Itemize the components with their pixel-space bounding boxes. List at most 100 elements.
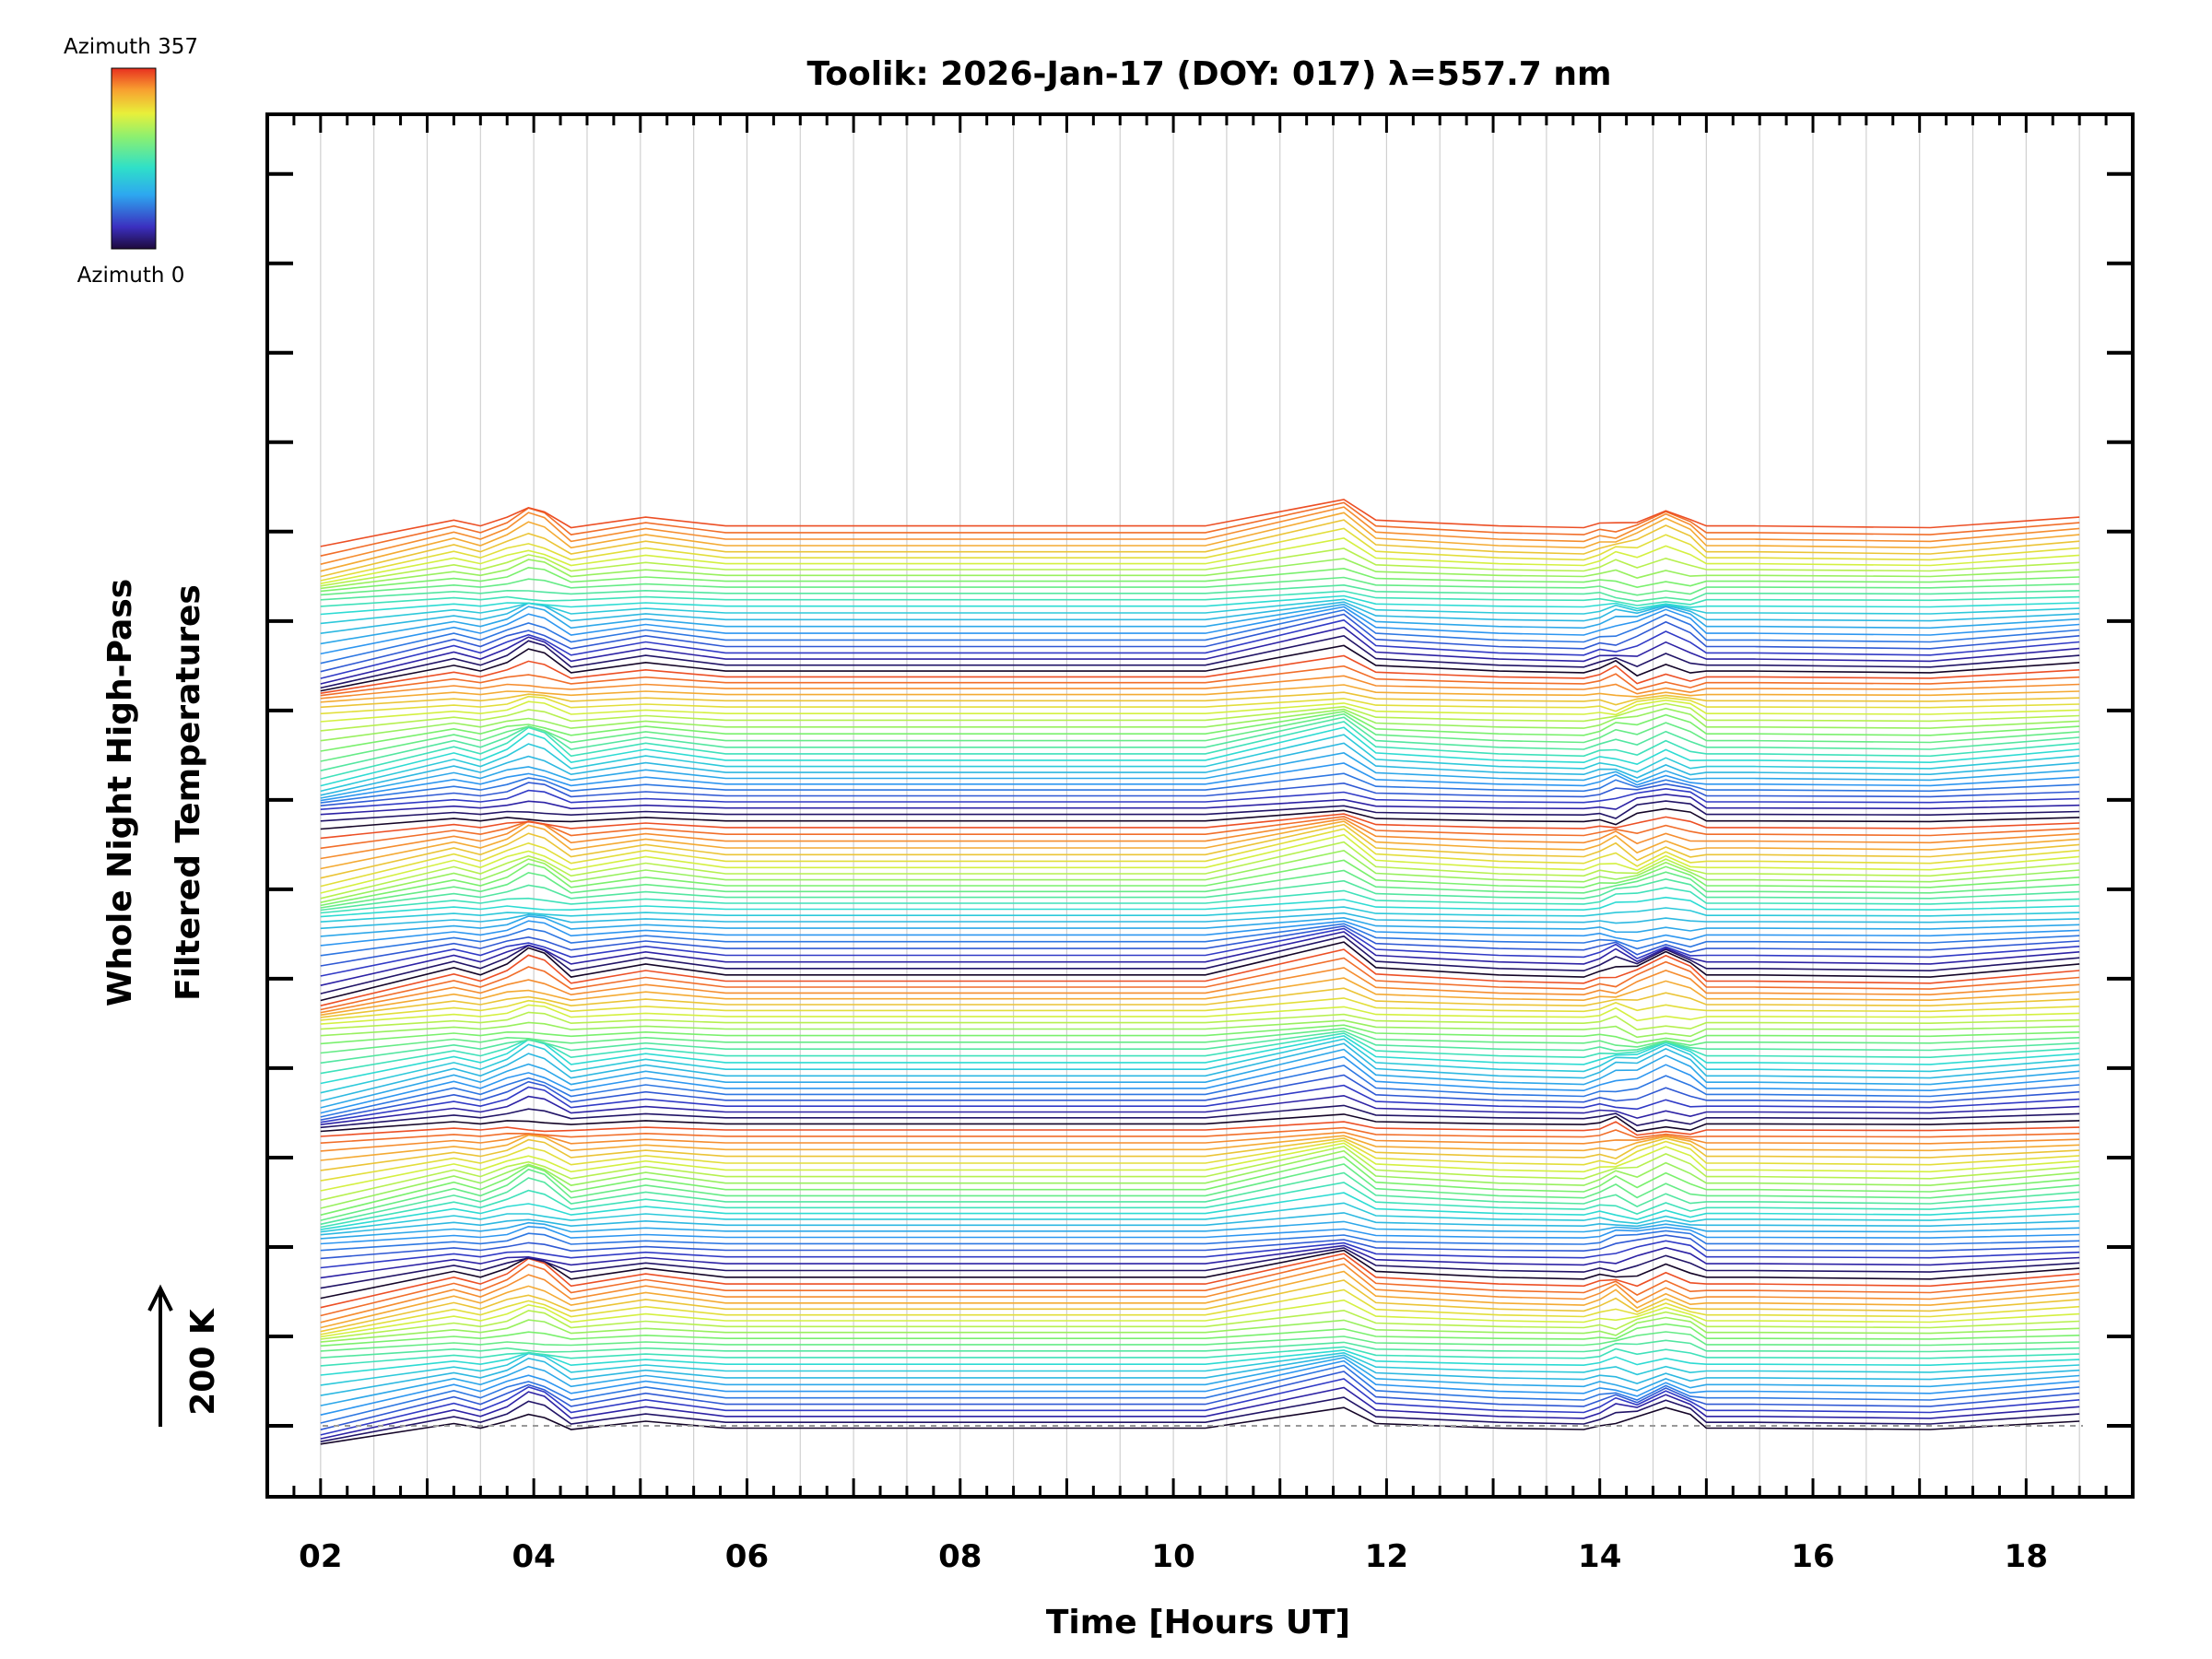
trace-line — [320, 699, 2080, 723]
trace-line — [320, 1364, 2080, 1424]
trace-line — [320, 794, 2080, 816]
trace-line — [320, 1192, 2080, 1230]
x-tick-label: 06 — [725, 1538, 769, 1575]
x-tick-label: 14 — [1578, 1538, 1621, 1575]
colorbar-gradient — [111, 67, 157, 250]
trace-line — [320, 512, 2080, 572]
trace-line — [320, 924, 2080, 967]
trace-line — [320, 1065, 2080, 1118]
trace-line — [320, 691, 2080, 709]
trace-line — [320, 1048, 2080, 1109]
trace-line — [320, 887, 2080, 914]
trace-line — [320, 1202, 2080, 1233]
trace-line — [320, 537, 2080, 584]
trace-line — [320, 613, 2080, 673]
trace-line — [320, 1220, 2080, 1240]
trace-line — [320, 1354, 2080, 1396]
trace-line — [320, 772, 2080, 804]
trace-line — [320, 906, 2080, 923]
trace-line — [320, 1225, 2080, 1245]
trace-line — [320, 1263, 2080, 1324]
trace-line — [320, 828, 2080, 888]
trace-line — [320, 594, 2080, 616]
trace-line — [320, 501, 2080, 557]
trace-line — [320, 1331, 2080, 1352]
trace-line — [320, 1339, 2080, 1359]
trace-line — [320, 1042, 2080, 1102]
trace-line — [320, 1084, 2080, 1124]
trace-line — [320, 519, 2080, 578]
x-tick-label: 04 — [512, 1538, 555, 1575]
trace-line — [320, 1024, 2080, 1045]
y-axis-ticks — [267, 171, 2133, 1428]
trace-line — [320, 635, 2080, 689]
trace-line — [320, 1386, 2080, 1440]
trace-line — [320, 915, 2080, 937]
trace-line — [320, 1323, 2080, 1347]
x-axis-ticks: 02 04 06 08 10 12 14 16 18 — [292, 114, 2108, 1575]
scale-label: 200 K — [184, 1308, 222, 1416]
trace-line — [320, 752, 2080, 799]
trace-line — [320, 1349, 2080, 1376]
trace-line — [320, 1240, 2080, 1269]
trace-line — [320, 1149, 2080, 1209]
trace-line — [320, 499, 2080, 547]
trace-line — [320, 742, 2080, 796]
trace-line — [320, 833, 2080, 894]
trace-line — [320, 807, 2080, 830]
trace-line — [320, 665, 2080, 697]
trace-line — [320, 927, 2080, 977]
trace-line — [320, 558, 2080, 590]
trace-line — [320, 1299, 2080, 1338]
trace-line — [320, 608, 2080, 665]
trace-line — [320, 948, 2080, 1006]
trace-line — [320, 707, 2080, 742]
trace-line — [320, 977, 2080, 1017]
trace-line — [320, 1346, 2080, 1367]
trace-line — [320, 877, 2080, 912]
trace-line — [320, 1011, 2080, 1031]
trace-line — [320, 1055, 2080, 1114]
scale-arrow-head — [147, 1284, 173, 1312]
trace-line — [320, 716, 2080, 771]
x-tick-label: 08 — [938, 1538, 982, 1575]
trace-line — [320, 603, 2080, 645]
trace-line — [320, 1279, 2080, 1333]
trace-line — [320, 782, 2080, 806]
trace-line — [320, 1156, 2080, 1217]
trace-line — [320, 816, 2080, 850]
trace-line — [320, 1406, 2080, 1445]
trace-line — [320, 787, 2080, 810]
trace-line — [320, 711, 2080, 752]
trace-line — [320, 547, 2080, 587]
x-tick-label: 12 — [1365, 1538, 1408, 1575]
x-axis-title: Time [Hours UT] — [1046, 1604, 1350, 1641]
trace-line — [320, 644, 2080, 692]
trace-line — [320, 601, 2080, 634]
trace-line — [320, 1094, 2080, 1125]
trace-line — [320, 841, 2080, 900]
trace-line — [320, 859, 2080, 907]
trace-line — [320, 1316, 2080, 1343]
trace-line — [320, 912, 2080, 930]
trace-line — [320, 1004, 2080, 1025]
x-tick-label: 10 — [1151, 1538, 1194, 1575]
x-tick-label: 02 — [299, 1538, 342, 1575]
trace-line — [320, 1309, 2080, 1340]
trace-line — [320, 1171, 2080, 1226]
trace-line — [320, 1230, 2080, 1252]
trace-line — [320, 957, 2080, 1011]
trace-line — [320, 1288, 2080, 1335]
trace-line — [320, 800, 2080, 822]
vertical-grid — [320, 114, 2080, 1497]
trace-line — [320, 1121, 2080, 1137]
trace-line — [320, 923, 2080, 957]
trace-line — [320, 762, 2080, 802]
trace-line — [320, 941, 2080, 1002]
trace-line — [320, 1038, 2080, 1094]
trace-line — [320, 1396, 2080, 1442]
trace-line — [320, 1247, 2080, 1289]
trace-line — [320, 1234, 2080, 1260]
trace-line — [320, 1027, 2080, 1054]
trace-line — [320, 1032, 2080, 1075]
